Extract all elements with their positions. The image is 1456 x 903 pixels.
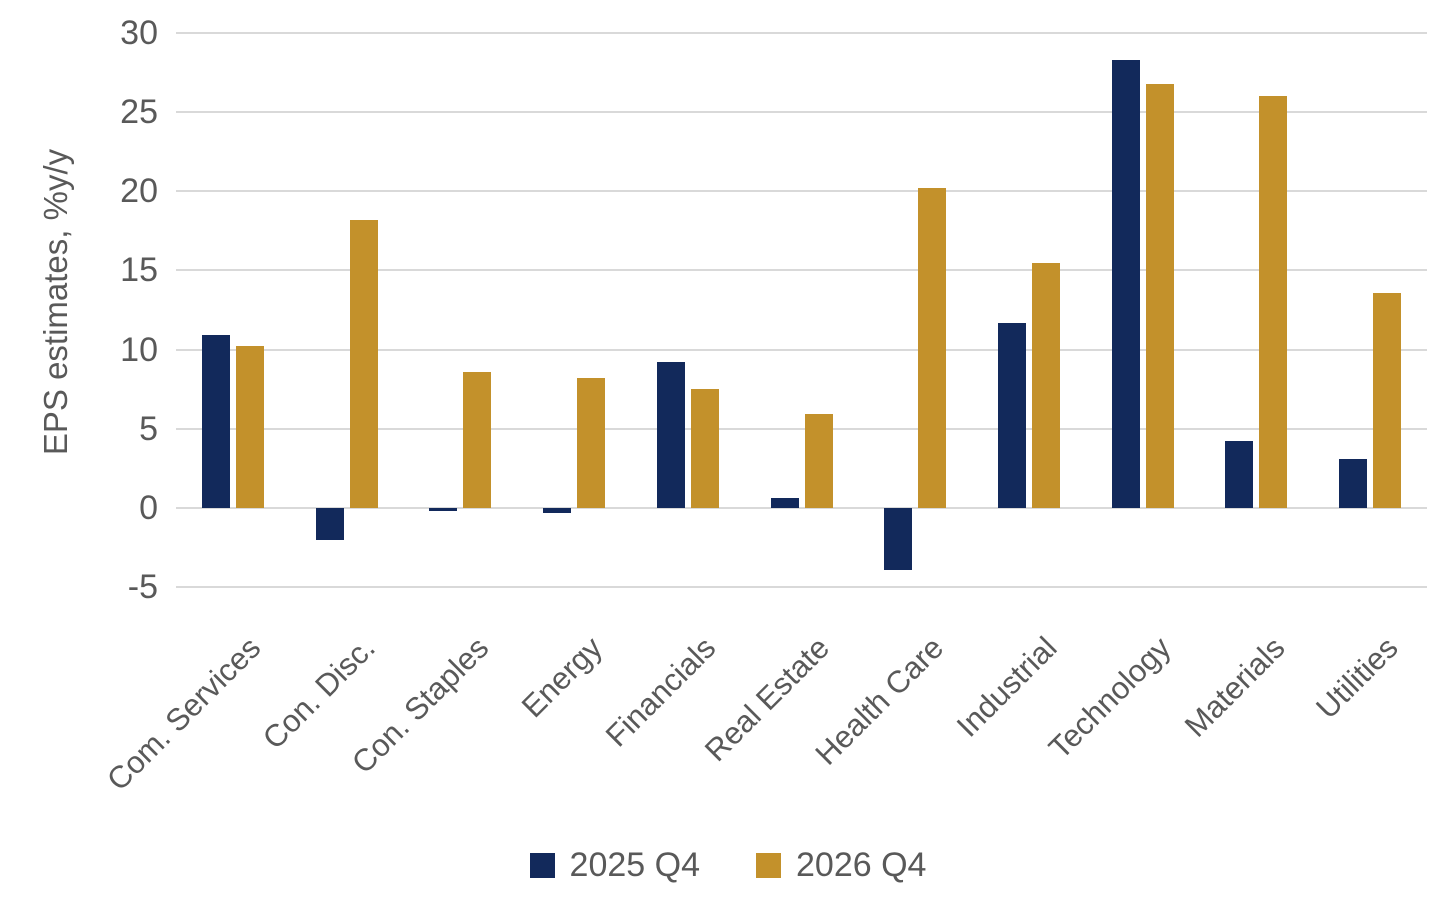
x-axis-label: Industrial [950, 630, 1064, 744]
bar-2026-q4-financials [690, 389, 719, 508]
y-tick-label: 30 [120, 14, 158, 52]
bar-2025-q4-technology [1111, 59, 1140, 508]
gridline [176, 111, 1427, 114]
legend-swatch-2026-q4 [756, 852, 781, 878]
bar-2025-q4-con-disc [315, 507, 344, 540]
gridline [176, 427, 1427, 430]
legend-swatch-2025-q4 [529, 852, 555, 878]
bar-2026-q4-materials [1259, 96, 1288, 508]
bar-2026-q4-energy [577, 378, 606, 508]
y-tick-label: 25 [120, 93, 158, 132]
bar-2026-q4-con-disc [349, 219, 378, 508]
bar-2026-q4-utilities [1373, 292, 1402, 508]
x-axis-label: Energy [514, 630, 609, 725]
bar-2025-q4-industrial [997, 322, 1026, 508]
bar-2026-q4-technology [1145, 83, 1174, 508]
x-axis-label: Com. Services [100, 630, 268, 798]
bar-2025-q4-energy [543, 507, 572, 513]
bar-2025-q4-utilities [1339, 458, 1368, 508]
gridline [176, 269, 1427, 272]
gridline [176, 586, 1427, 588]
y-tick-label: 0 [139, 488, 158, 527]
bar-2026-q4-com-services [235, 346, 264, 508]
bar-2025-q4-health-care [884, 507, 913, 570]
bar-2025-q4-con-staples [429, 507, 458, 511]
bar-2025-q4-com-services [201, 335, 230, 508]
legend: 2025 Q4 2026 Q4 [0, 848, 1456, 882]
bar-2025-q4-financials [656, 362, 685, 508]
legend-item-2026-q4: 2026 Q4 [756, 848, 926, 882]
gridline [176, 32, 1427, 34]
bar-2026-q4-health-care [918, 188, 947, 508]
bar-2026-q4-con-staples [463, 371, 492, 508]
legend-label-2025-q4: 2025 Q4 [569, 846, 700, 884]
legend-item-2025-q4: 2025 Q4 [529, 846, 700, 884]
y-axis-title: EPS estimates, %y/y [37, 148, 74, 456]
x-axis-label: Utilities [1309, 630, 1405, 726]
y-tick-label: 20 [120, 172, 158, 211]
y-tick-label: 10 [120, 330, 158, 369]
bar-2026-q4-real-estate [804, 414, 833, 508]
x-axis-label: Materials [1177, 630, 1292, 744]
y-tick-label: 5 [139, 409, 158, 448]
bar-2025-q4-real-estate [770, 498, 799, 508]
bar-2025-q4-materials [1225, 441, 1254, 508]
y-tick-label: -5 [127, 568, 158, 606]
y-tick-label: 15 [120, 251, 158, 290]
gridline [176, 506, 1427, 509]
gridline [176, 348, 1427, 351]
gridline [176, 190, 1427, 193]
legend-label-2026-q4: 2026 Q4 [796, 846, 927, 884]
x-axis-label: Technology [1041, 630, 1178, 766]
bar-2026-q4-industrial [1031, 262, 1060, 508]
